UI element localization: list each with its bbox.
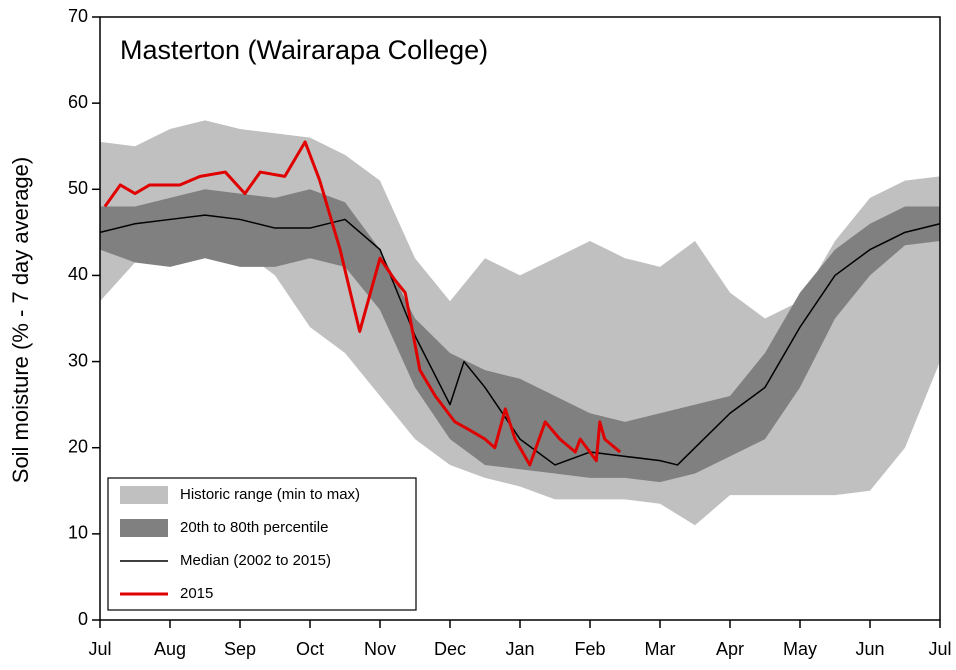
- legend-swatch: [120, 519, 168, 537]
- range-band: [100, 189, 940, 483]
- y-tick-label: 60: [68, 92, 88, 112]
- x-tick-label: May: [783, 639, 817, 659]
- y-axis-label: Soil moisture (% - 7 day average): [8, 157, 33, 483]
- x-tick-label: Aug: [154, 639, 186, 659]
- x-tick-label: Dec: [434, 639, 466, 659]
- y-tick-label: 20: [68, 436, 88, 456]
- x-tick-label: Jan: [505, 639, 534, 659]
- x-tick-label: Jul: [88, 639, 111, 659]
- x-tick-label: Jul: [928, 639, 951, 659]
- y-tick-label: 30: [68, 350, 88, 370]
- legend-label: 20th to 80th percentile: [180, 519, 328, 536]
- x-tick-label: Sep: [224, 639, 256, 659]
- y-tick-label: 10: [68, 523, 88, 543]
- y-tick-label: 50: [68, 178, 88, 198]
- y-tick-label: 40: [68, 264, 88, 284]
- legend-label: 2015: [180, 585, 213, 602]
- series-line: [103, 140, 622, 467]
- legend-label: Historic range (min to max): [180, 486, 360, 503]
- chart-title: Masterton (Wairarapa College): [120, 35, 488, 65]
- plot-area: [99, 120, 941, 526]
- legend-label: Median (2002 to 2015): [180, 552, 331, 569]
- x-tick-label: Jun: [855, 639, 884, 659]
- x-tick-label: Nov: [364, 639, 396, 659]
- x-tick-label: Oct: [296, 639, 324, 659]
- x-tick-label: Feb: [574, 639, 605, 659]
- series-line: [99, 214, 941, 466]
- y-tick-label: 70: [68, 6, 88, 26]
- x-tick-label: Apr: [716, 639, 744, 659]
- y-tick-label: 0: [78, 609, 88, 629]
- legend-swatch: [120, 486, 168, 504]
- x-tick-label: Mar: [645, 639, 676, 659]
